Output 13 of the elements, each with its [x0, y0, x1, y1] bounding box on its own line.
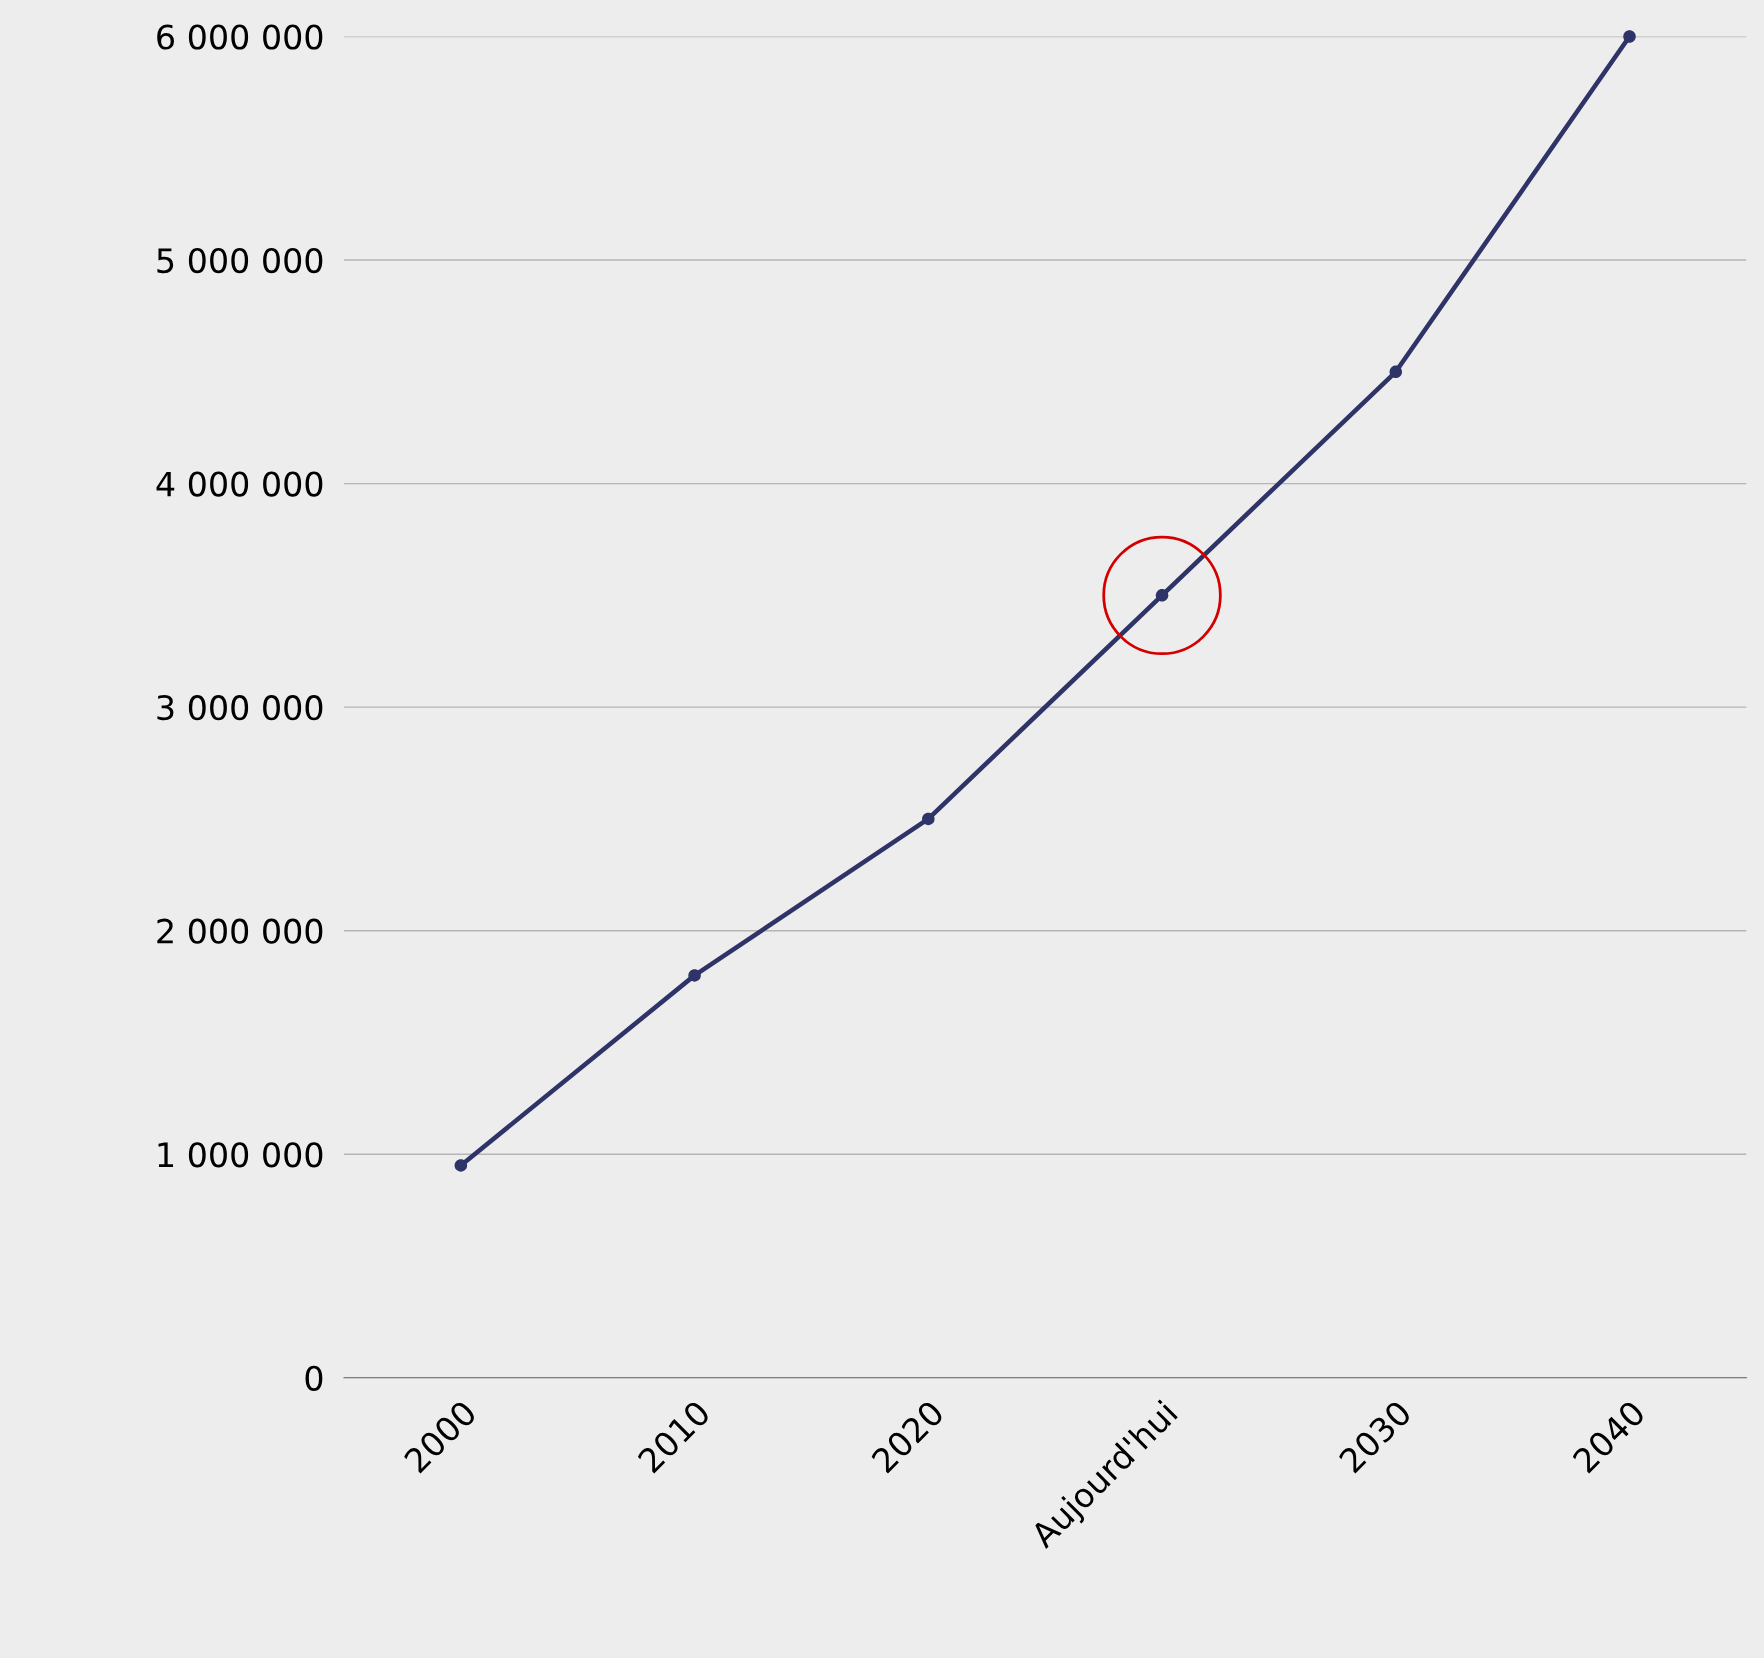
y-tick-label: 5 000 000: [157, 247, 323, 274]
y-tick-label: 3 000 000: [157, 695, 323, 721]
y-tick-label: 0: [305, 1365, 323, 1391]
point: [1389, 365, 1403, 379]
point: [454, 1159, 468, 1172]
point: [1623, 30, 1636, 43]
y-tick-label: 2 000 000: [157, 918, 323, 944]
point: [922, 812, 935, 826]
y-tick-label: 4 000 000: [156, 471, 323, 497]
y-tick-label: 6 000 000: [157, 24, 323, 50]
point: [1155, 589, 1169, 602]
point: [688, 969, 701, 982]
y-tick-label: 1 000 000: [158, 1142, 323, 1168]
